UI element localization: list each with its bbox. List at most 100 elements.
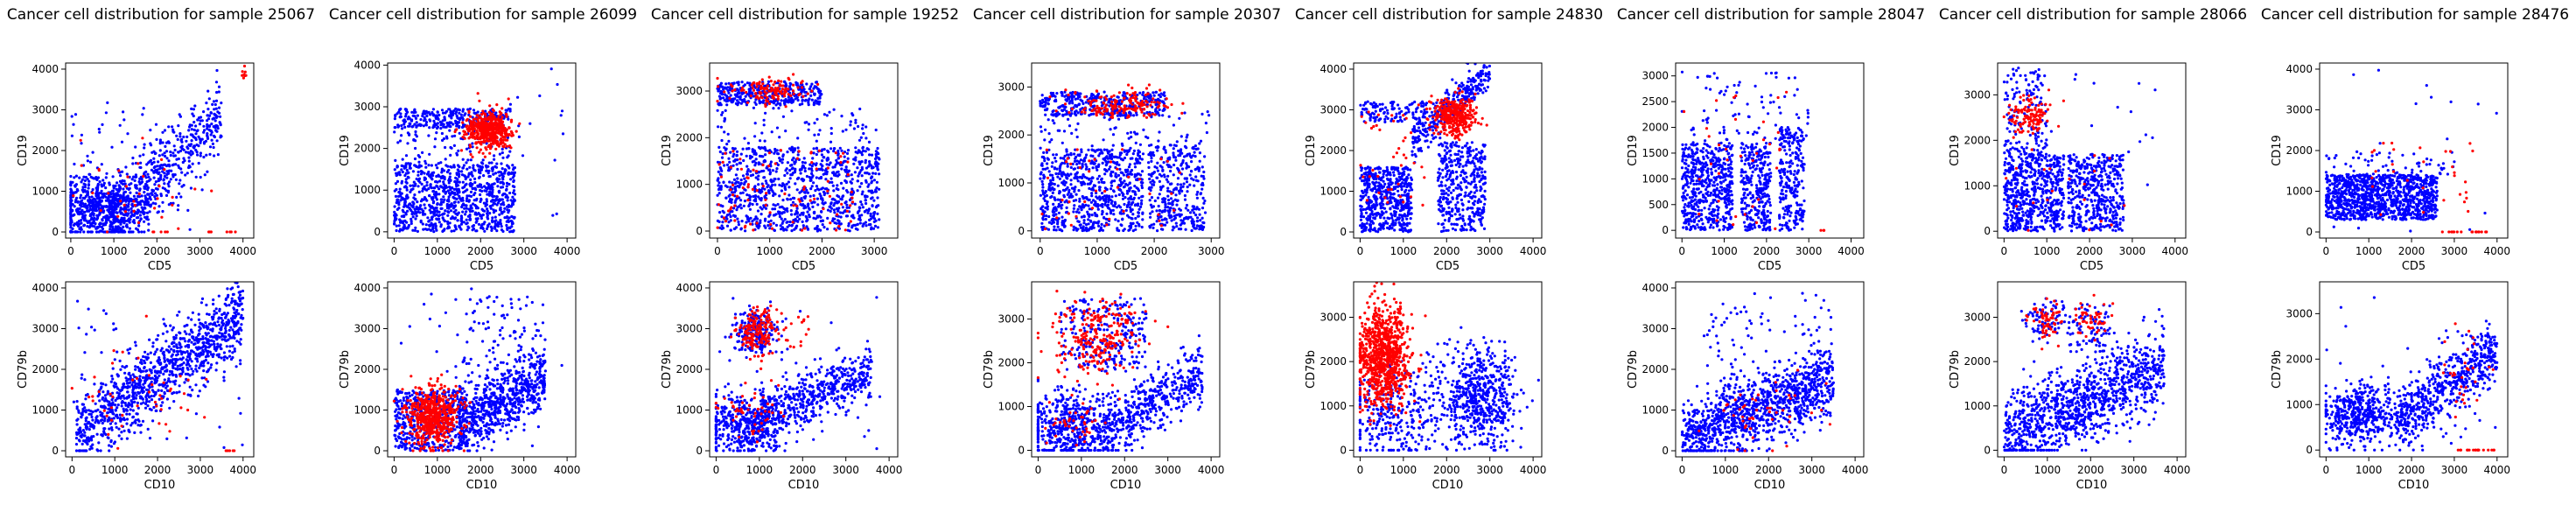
axes-frame (65, 281, 255, 458)
normal-cell-point (527, 412, 530, 416)
normal-cell-point (123, 371, 127, 375)
normal-cell-point (494, 209, 498, 213)
normal-cell-point (156, 371, 159, 375)
normal-cell-point (404, 112, 408, 116)
cancer-cell-point (147, 374, 151, 377)
normal-cell-point (154, 180, 158, 184)
normal-cell-point (167, 185, 171, 188)
normal-cell-point (473, 180, 477, 185)
normal-cell-point (153, 165, 157, 169)
normal-cell-point (417, 206, 422, 210)
normal-cell-point (465, 147, 469, 151)
cancer-cell-point (137, 192, 141, 196)
normal-cell-point (136, 424, 140, 427)
normal-cell-point (214, 307, 218, 311)
normal-cell-point (122, 191, 126, 194)
x-tick-label: 0 (391, 245, 398, 257)
normal-cell-point (444, 209, 447, 213)
normal-cell-point (144, 196, 148, 200)
normal-cell-point (461, 210, 465, 214)
normal-cell-point (163, 129, 167, 132)
normal-cell-point (128, 227, 131, 230)
normal-cell-point (421, 222, 424, 226)
normal-cell-point (472, 202, 475, 206)
normal-cell-point (205, 303, 208, 307)
normal-cell-point (214, 113, 217, 116)
normal-cell-point (458, 111, 461, 115)
normal-cell-point (214, 107, 218, 110)
normal-cell-point (471, 187, 474, 191)
normal-cell-point (86, 225, 89, 228)
normal-cell-point (94, 194, 98, 198)
normal-cell-point (444, 448, 447, 452)
normal-cell-point (456, 168, 459, 172)
normal-cell-point (143, 230, 146, 234)
normal-cell-point (402, 123, 406, 126)
normal-cell-point (122, 193, 125, 198)
normal-cell-point (99, 203, 102, 207)
normal-cell-point (407, 176, 410, 179)
normal-cell-point (186, 361, 190, 364)
normal-cell-point (144, 379, 148, 382)
cancer-cell-point (88, 396, 91, 399)
normal-cell-point (413, 157, 417, 161)
normal-cell-point (188, 144, 192, 148)
normal-cell-point (125, 172, 129, 176)
normal-cell-point (132, 175, 136, 179)
normal-cell-point (137, 386, 141, 389)
normal-cell-point (203, 129, 206, 132)
normal-cell-point (416, 170, 420, 174)
normal-cell-point (413, 109, 416, 112)
x-tick-label: 4000 (229, 245, 256, 257)
normal-cell-point (102, 222, 105, 226)
normal-cell-point (73, 205, 76, 208)
normal-cell-point (80, 442, 84, 445)
normal-cell-point (466, 167, 469, 171)
cancer-cell-point (476, 131, 480, 135)
normal-cell-point (410, 220, 413, 223)
normal-cell-point (459, 222, 463, 226)
normal-cell-point (104, 199, 108, 202)
cancer-cell-point (159, 408, 163, 411)
cancer-cell-point (491, 112, 494, 116)
cancer-cell-point (506, 138, 509, 142)
normal-cell-point (500, 202, 503, 207)
normal-cell-point (108, 215, 111, 219)
normal-cell-point (188, 352, 192, 355)
normal-cell-point (481, 209, 485, 213)
cancer-cell-point (502, 145, 506, 149)
normal-cell-point (210, 123, 214, 126)
normal-cell-point (80, 133, 83, 137)
normal-cell-point (165, 368, 169, 372)
normal-cell-point (426, 216, 430, 220)
normal-cell-point (97, 192, 101, 195)
normal-cell-point (195, 369, 199, 373)
normal-cell-point (491, 188, 494, 192)
normal-cell-point (109, 380, 113, 383)
normal-cell-point (461, 166, 465, 170)
cancer-cell-point (506, 133, 509, 137)
normal-cell-point (465, 199, 468, 202)
normal-cell-point (404, 438, 409, 441)
normal-cell-point (123, 182, 127, 186)
normal-cell-point (189, 393, 192, 396)
normal-cell-point (429, 175, 432, 179)
normal-cell-point (405, 446, 409, 450)
normal-cell-point (158, 154, 161, 158)
normal-cell-point (494, 172, 498, 175)
normal-cell-point (495, 198, 500, 201)
normal-cell-point (522, 428, 526, 431)
normal-cell-point (233, 316, 236, 319)
normal-cell-point (423, 172, 426, 175)
x-tick-label: 1000 (102, 464, 129, 476)
cancer-cell-point (147, 390, 151, 394)
normal-cell-point (476, 217, 480, 221)
normal-cell-point (444, 145, 447, 150)
normal-cell-point (416, 210, 420, 214)
normal-cell-point (200, 297, 205, 300)
normal-cell-point (430, 221, 433, 225)
normal-cell-point (506, 156, 509, 159)
normal-cell-point (181, 160, 185, 165)
normal-cell-point (92, 219, 96, 223)
normal-cell-point (138, 154, 142, 158)
